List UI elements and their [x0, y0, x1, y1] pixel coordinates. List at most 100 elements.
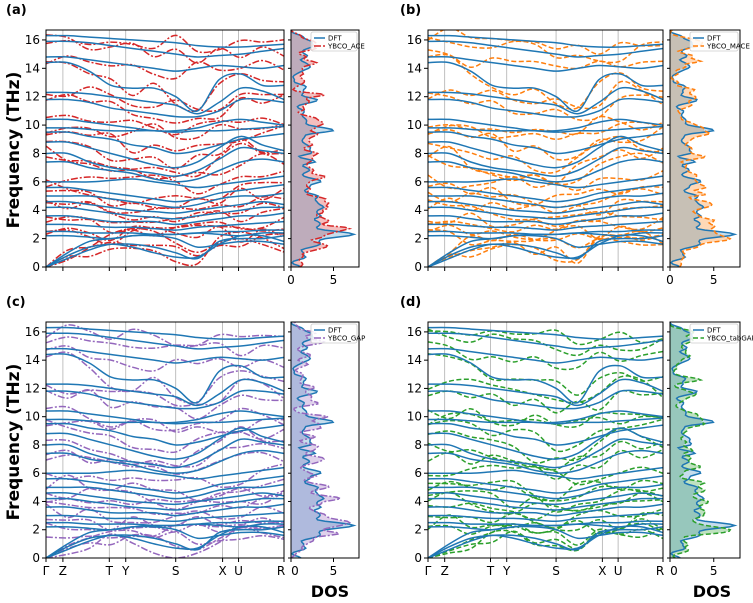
dft-band-line	[428, 438, 663, 469]
model-band-line	[46, 336, 284, 357]
model-band-line	[46, 426, 284, 469]
dft-band-line	[428, 332, 663, 350]
model-band-line	[428, 224, 663, 242]
y-tick-label: 6	[414, 466, 422, 480]
model-band-line	[46, 443, 284, 468]
model-band-line	[46, 523, 284, 539]
dos-x-tick-label: 0	[666, 273, 674, 287]
y-tick-label: 2	[32, 523, 40, 537]
dft-band-line	[46, 183, 284, 203]
x-tick-label: R	[277, 564, 285, 578]
dft-band-line	[46, 212, 284, 226]
y-tick-label: 10	[407, 410, 422, 424]
dos-plot	[290, 29, 357, 268]
dft-band-line	[46, 131, 284, 155]
x-tick-label: Z	[59, 564, 67, 578]
dos-x-tick-label: 5	[710, 273, 718, 287]
dft-band-line	[428, 235, 663, 267]
dft-band-line	[428, 422, 663, 446]
dft-band-line	[46, 86, 284, 115]
y-tick-label: 4	[414, 494, 422, 508]
legend-entry: YBCO_ACE	[327, 43, 365, 51]
legend-entry: DFT	[707, 327, 721, 335]
dft-band-line	[46, 97, 284, 118]
dos-axes-frame	[290, 321, 360, 559]
dft-band-line	[428, 135, 663, 169]
model-band-line	[428, 30, 663, 55]
dft-band-line	[428, 125, 663, 133]
y-tick-label: 16	[407, 33, 422, 47]
dft-band-line	[46, 56, 284, 72]
dos-axes-frame	[669, 321, 741, 559]
y-tick-label: 8	[32, 438, 40, 452]
dos-x-tick-label: 0	[670, 564, 678, 578]
model-band-line	[428, 479, 663, 502]
band-structure	[428, 30, 663, 267]
model-band-line	[46, 187, 284, 210]
dos-label-c: DOS	[311, 582, 349, 601]
dft-band-line	[46, 332, 284, 350]
model-band-line	[428, 234, 663, 267]
model-band-line	[46, 405, 284, 432]
x-tick-label: T	[105, 564, 114, 578]
dft-band-line	[46, 158, 284, 183]
dft-band-line	[428, 183, 663, 203]
dft-band-line	[46, 235, 284, 267]
y-tick-label: 14	[407, 353, 422, 367]
model-band-line	[46, 351, 284, 404]
dft-band-line	[428, 497, 663, 511]
dft-band-line	[428, 61, 663, 112]
model-band-line	[428, 341, 663, 371]
panel-label-d: (d)	[400, 295, 421, 310]
model-band-line	[46, 451, 284, 475]
dft-band-line	[46, 146, 284, 177]
dos-dft-line	[290, 321, 357, 559]
dft-band-line	[428, 503, 663, 517]
dos-plot	[669, 29, 738, 268]
model-band-line	[428, 92, 663, 122]
dos-model-fill	[291, 322, 350, 558]
dft-band-line	[46, 389, 284, 410]
y-tick-label: 0	[32, 551, 40, 565]
dft-band-line	[428, 475, 663, 494]
dft-band-line	[46, 34, 284, 48]
dft-band-line	[46, 512, 284, 523]
dos-x-tick-label: 5	[330, 564, 338, 578]
model-band-line	[428, 464, 663, 486]
dft-band-line	[46, 526, 284, 558]
model-band-line	[428, 152, 663, 186]
dft-band-line	[46, 234, 284, 267]
model-band-line	[46, 207, 284, 224]
dos-x-tick-label: 0	[287, 273, 295, 287]
dos-model-line	[290, 29, 353, 268]
model-band-line	[428, 121, 663, 141]
x-tick-label: X	[598, 564, 606, 578]
model-band-line	[46, 34, 284, 54]
dft-band-line	[428, 347, 663, 364]
y-tick-label: 16	[25, 325, 40, 339]
dft-band-line	[428, 234, 663, 267]
model-band-line	[46, 345, 284, 372]
model-band-line	[428, 389, 663, 414]
dft-band-line	[428, 234, 663, 267]
model-band-line	[428, 170, 663, 192]
dft-band-line	[46, 503, 284, 517]
model-band-line	[46, 195, 284, 214]
dft-band-line	[428, 492, 663, 506]
dft-band-line	[428, 417, 663, 425]
dft-band-line	[46, 525, 284, 558]
y-axis-label-bottom: Frequency (THz)	[4, 364, 24, 521]
model-band-line	[46, 529, 284, 558]
y-tick-label: 10	[25, 118, 40, 132]
dft-band-line	[46, 353, 284, 404]
y-tick-label: 0	[414, 260, 422, 274]
y-tick-label: 14	[25, 61, 40, 75]
y-tick-label: 2	[414, 232, 422, 246]
legend-entry: YBCO_MACE	[706, 43, 750, 51]
x-tick-label: Y	[121, 564, 130, 578]
